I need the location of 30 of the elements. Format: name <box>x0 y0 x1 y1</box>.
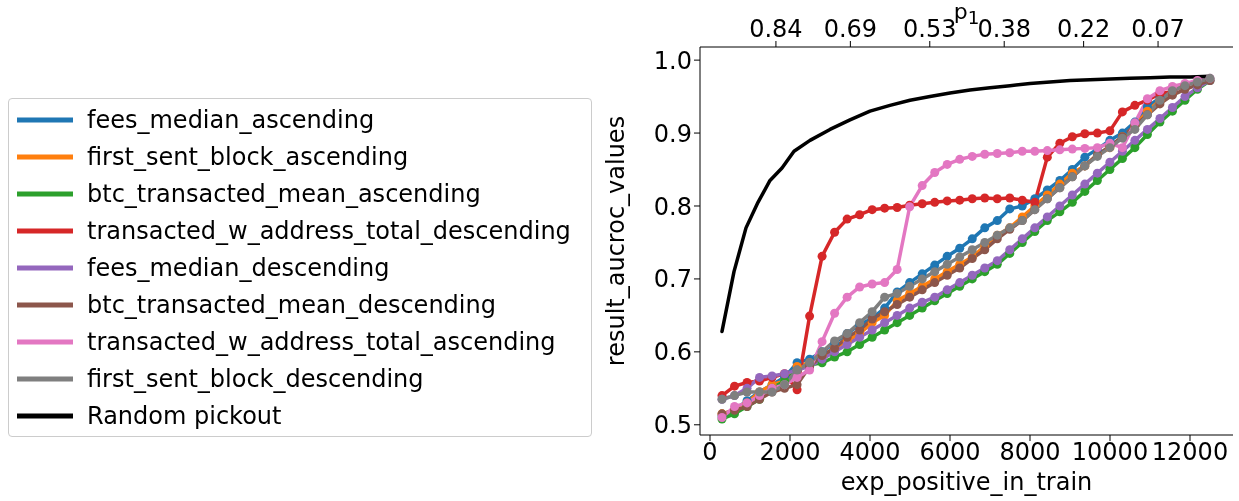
y-tick-label: 0.8 <box>653 192 692 221</box>
x2-tick-label: 0.84 <box>749 15 803 43</box>
y-tick-label: 0.6 <box>653 338 692 367</box>
y-tick-label: 0.9 <box>653 119 692 148</box>
legend-label: first_sent_block_descending <box>87 364 424 393</box>
x-tick-label: 0 <box>702 438 718 467</box>
y-tick-label: 0.5 <box>653 411 692 440</box>
legend-label: transacted_w_address_total_descending <box>87 216 571 245</box>
legend-label: btc_transacted_mean_descending <box>87 290 496 319</box>
x-axis-title: exp_positive_in_train <box>840 468 1093 496</box>
x-tick-label: 6000 <box>919 438 981 467</box>
x-tick-label: 8000 <box>999 438 1061 467</box>
legend-label: transacted_w_address_total_ascending <box>87 327 556 356</box>
legend-label: fees_median_ascending <box>87 105 375 134</box>
x-tick-label: 4000 <box>839 438 901 467</box>
x-tick-label: 2000 <box>759 438 821 467</box>
legend-label: btc_transacted_mean_ascending <box>87 179 481 208</box>
legend-label: fees_median_descending <box>87 253 390 282</box>
y-tick-label: 0.7 <box>653 265 692 294</box>
legend-label: Random pickout <box>87 401 282 430</box>
x2-axis-title: p$_{1}$ <box>953 0 980 29</box>
y-axis-title: result_aucroc_values <box>601 115 630 367</box>
x2-tick-label: 0.22 <box>1056 15 1111 43</box>
x2-tick-label: 0.38 <box>977 15 1031 43</box>
x2-tick-label: 0.69 <box>823 15 878 43</box>
x2-tick-label: 0.07 <box>1131 15 1185 43</box>
x-tick-label: 10000 <box>1071 438 1149 467</box>
x-tick-label: 12000 <box>1151 438 1229 467</box>
y-tick-label: 1.0 <box>653 46 692 75</box>
legend-label: first_sent_block_ascending <box>87 142 409 171</box>
